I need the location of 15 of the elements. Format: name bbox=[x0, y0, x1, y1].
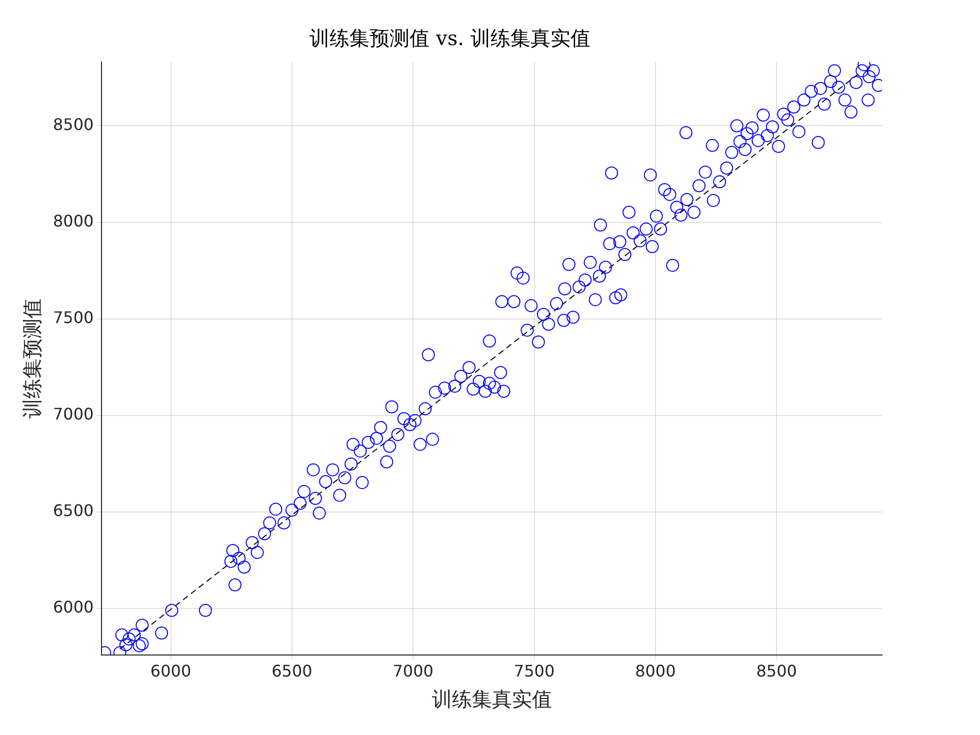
x-tick-label: 8000 bbox=[635, 662, 676, 681]
x-axis-title: 训练集真实值 bbox=[432, 687, 552, 712]
y-tick-label: 6500 bbox=[53, 501, 94, 520]
y-tick-label: 7500 bbox=[53, 308, 94, 327]
x-tick-label: 6500 bbox=[272, 662, 312, 681]
y-tick-label: 6000 bbox=[53, 598, 94, 617]
y-axis-title: 训练集预测值 bbox=[20, 298, 44, 418]
y-tick-label: 8500 bbox=[53, 114, 94, 134]
chart-title: 训练集预测值 vs. 训练集真实值 bbox=[310, 26, 590, 50]
x-tick-label: 6000 bbox=[150, 662, 192, 681]
x-tick-label: 7000 bbox=[392, 662, 434, 681]
x-tick-label: 7500 bbox=[514, 662, 555, 681]
x-tick-label: 8500 bbox=[756, 662, 797, 681]
y-tick-label: 8000 bbox=[53, 211, 94, 230]
y-tick-label: 7000 bbox=[53, 404, 94, 424]
